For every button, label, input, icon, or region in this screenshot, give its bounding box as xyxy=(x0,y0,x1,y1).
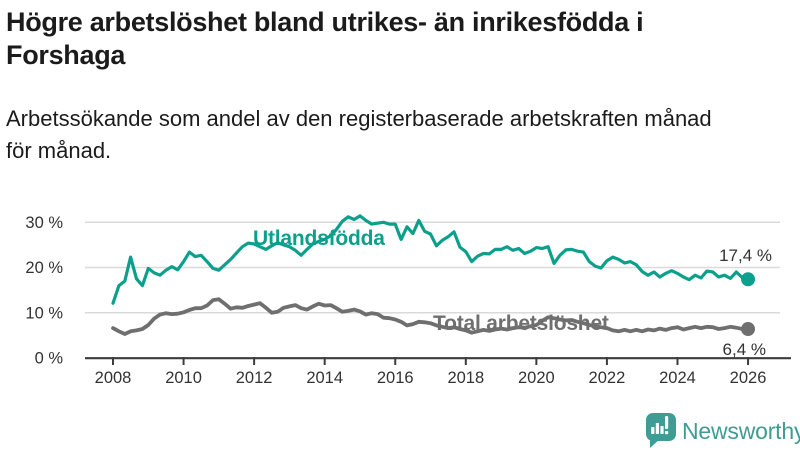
series-line-utlandsfodda xyxy=(111,214,750,305)
y-tick-label: 20 % xyxy=(25,259,63,277)
y-tick-label: 10 % xyxy=(25,304,63,322)
chart-title-line-2: Forshaga xyxy=(6,40,126,70)
x-tick-label: 2016 xyxy=(377,369,414,387)
x-tick-label: 2014 xyxy=(306,369,343,387)
chart-subtitle: Arbetssökande som andel av den registerb… xyxy=(6,103,712,167)
x-tick-label: 2008 xyxy=(95,369,132,387)
y-tick-label: 30 % xyxy=(25,214,63,232)
chart-title-line-1: Högre arbetslöshet bland utrikes- än inr… xyxy=(6,7,644,37)
chart-title: Högre arbetslöshet bland utrikes- än inr… xyxy=(6,6,644,72)
series-line-total xyxy=(111,297,750,336)
x-tick-label: 2018 xyxy=(447,369,484,387)
series-end-dot-utlandsfodda xyxy=(741,272,756,287)
series-label-utlandsfodda: Utlandsfödda xyxy=(253,227,385,250)
x-tick-label: 2024 xyxy=(659,369,696,387)
newsworthy-bubble-chart-icon xyxy=(646,413,676,448)
newsworthy-wordmark: Newsworthy xyxy=(682,418,800,444)
series-end-value-utlandsfodda: 17,4 % xyxy=(719,246,772,265)
x-tick-label: 2022 xyxy=(589,369,626,387)
y-tick-label: 0 % xyxy=(35,350,64,368)
x-tick-label: 2020 xyxy=(518,369,555,387)
series-label-total: Total arbetslöshet xyxy=(433,312,609,335)
x-tick-label: 2010 xyxy=(165,369,202,387)
newsworthy-logo[interactable]: Newsworthy xyxy=(645,412,800,450)
x-tick-label: 2026 xyxy=(730,369,767,387)
series-end-dot-total xyxy=(741,322,756,337)
chart-subtitle-line-2: för månad. xyxy=(6,138,112,163)
x-tick-label: 2012 xyxy=(236,369,273,387)
chart-subtitle-line-1: Arbetssökande som andel av den registerb… xyxy=(6,106,712,131)
series-end-value-total: 6,4 % xyxy=(723,340,766,359)
